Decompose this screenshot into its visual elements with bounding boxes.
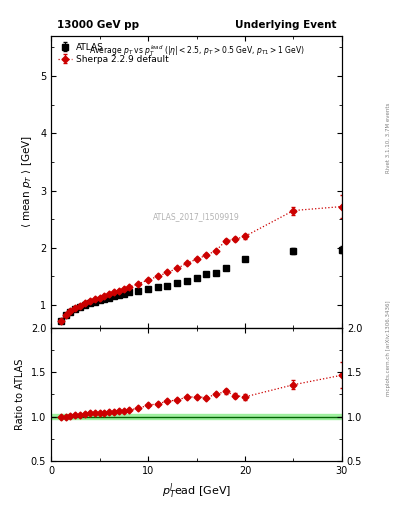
Text: Underlying Event: Underlying Event [235,20,336,30]
X-axis label: $p_T^l$ead [GeV]: $p_T^l$ead [GeV] [162,481,231,501]
Y-axis label: $\langle$ mean $p_T$ $\rangle$ [GeV]: $\langle$ mean $p_T$ $\rangle$ [GeV] [20,136,35,228]
Y-axis label: Ratio to ATLAS: Ratio to ATLAS [15,359,25,430]
Text: ATLAS_2017_I1509919: ATLAS_2017_I1509919 [153,212,240,222]
Text: Average $p_T$ vs $p_T^{lead}$ ($|\eta| < 2.5$, $p_T > 0.5$ GeV, $p_{T1} > 1$ GeV: Average $p_T$ vs $p_T^{lead}$ ($|\eta| <… [88,43,305,58]
Bar [51,414,342,419]
Text: 13000 GeV pp: 13000 GeV pp [57,20,139,30]
Text: Rivet 3.1.10, 3.7M events: Rivet 3.1.10, 3.7M events [386,103,391,174]
Legend: ATLAS, Sherpa 2.2.9 default: ATLAS, Sherpa 2.2.9 default [55,40,172,67]
Text: mcplots.cern.ch [arXiv:1306.3436]: mcplots.cern.ch [arXiv:1306.3436] [386,301,391,396]
